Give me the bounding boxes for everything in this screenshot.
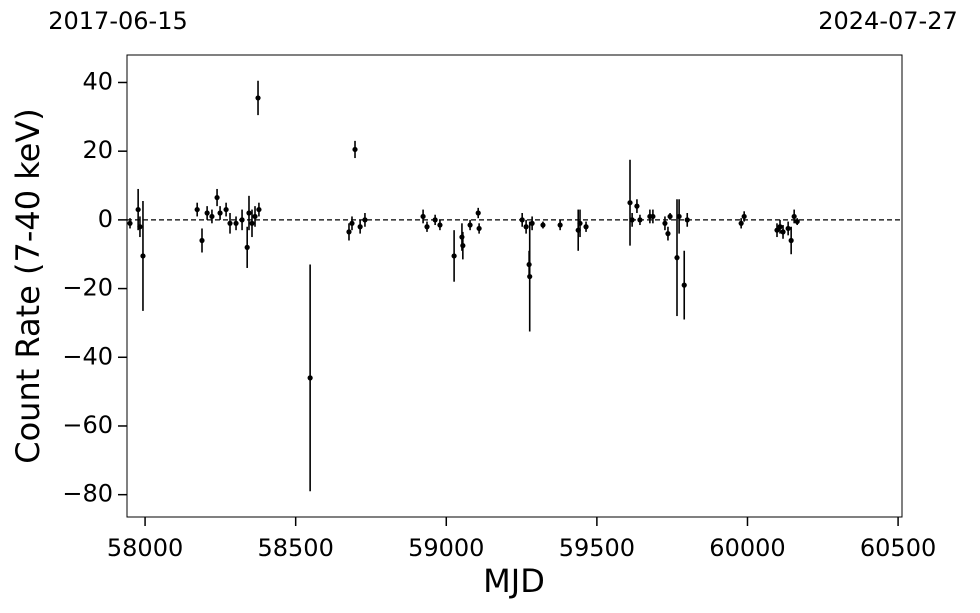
data-point [255, 95, 261, 101]
y-axis-label: Count Rate (7-40 keV) [9, 108, 47, 463]
data-point [777, 224, 783, 230]
data-point [252, 213, 258, 220]
data-point [662, 220, 668, 226]
data-point [529, 220, 535, 226]
data-point [780, 229, 786, 235]
x-axis-label: MJD [483, 562, 545, 600]
data-point [239, 217, 245, 223]
data-point [788, 237, 794, 244]
data-point [523, 224, 529, 230]
data-point [451, 253, 457, 259]
data-point [227, 220, 233, 226]
data-point [791, 213, 797, 220]
data-point [634, 203, 640, 209]
data-point [233, 220, 239, 226]
data-point [209, 213, 215, 220]
data-point [738, 220, 744, 226]
data-point [199, 237, 205, 244]
data-point [519, 217, 525, 223]
data-point [244, 244, 250, 250]
data-point [674, 255, 680, 261]
end-date: 2024-07-27 [818, 7, 957, 35]
y-tick-label: 40 [82, 67, 113, 95]
x-tick-label: 58500 [257, 534, 333, 562]
data-point [349, 220, 355, 226]
data-point [629, 217, 635, 223]
data-point [135, 206, 141, 213]
y-tick-label: 20 [82, 136, 113, 164]
y-tick-label: −60 [62, 411, 113, 439]
x-tick-label: 59500 [559, 534, 635, 562]
data-point [684, 217, 690, 223]
x-tick-label: 60000 [709, 534, 785, 562]
x-tick-label: 59000 [408, 534, 484, 562]
data-point [217, 210, 223, 216]
data-point [352, 146, 358, 153]
y-tick-label: −20 [62, 274, 113, 302]
data-point [476, 225, 482, 232]
data-point [194, 206, 200, 213]
data-point [681, 282, 687, 288]
data-point [741, 213, 747, 220]
data-point [460, 243, 466, 249]
data-point [424, 224, 430, 230]
data-point [357, 224, 363, 230]
data-point [246, 210, 252, 216]
data-point [249, 220, 255, 226]
data-point [467, 222, 473, 228]
data-point [459, 234, 465, 240]
data-point [346, 229, 352, 235]
data-point [140, 253, 146, 259]
data-point [577, 220, 583, 226]
data-point [204, 210, 210, 216]
y-tick-label: −80 [62, 480, 113, 508]
data-point [676, 213, 682, 220]
data-point [420, 213, 426, 220]
data-point [637, 217, 643, 223]
data-point [127, 220, 133, 226]
data-point [665, 231, 671, 237]
data-point [437, 222, 443, 228]
data-point [307, 375, 313, 381]
x-tick-label: 60500 [860, 534, 936, 562]
data-point [583, 224, 589, 230]
plot-frame [126, 54, 903, 518]
data-point [137, 224, 143, 230]
y-tick-label: −40 [62, 342, 113, 370]
start-date: 2017-06-15 [48, 7, 187, 35]
data-point [557, 222, 563, 228]
data-point [432, 217, 438, 223]
data-point [785, 225, 791, 232]
data-point [362, 217, 368, 223]
data-point [475, 210, 481, 216]
data-point [774, 227, 780, 233]
data-point [214, 194, 220, 201]
data-point [794, 218, 800, 225]
data-point [540, 222, 546, 228]
data-point [667, 213, 673, 220]
data-point [650, 213, 656, 220]
data-point [223, 206, 229, 213]
data-point [256, 206, 262, 213]
data-point [527, 273, 533, 280]
x-tick-label: 58000 [107, 534, 183, 562]
y-tick-label: 0 [98, 205, 113, 233]
data-point [627, 200, 633, 206]
